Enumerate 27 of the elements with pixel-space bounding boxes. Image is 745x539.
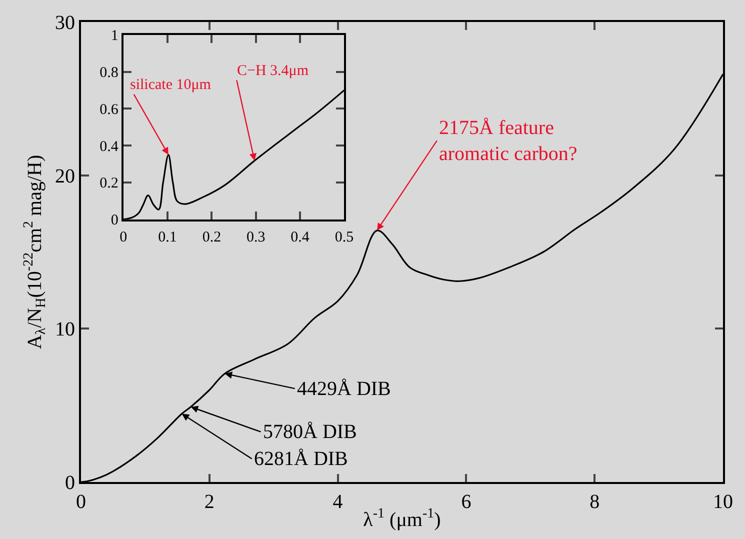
x-tick-label: 0.2	[202, 229, 222, 246]
annotation: 2175Å feature aromatic carbon?	[439, 117, 578, 165]
x-tick-label: 6	[461, 491, 472, 513]
y-tick-label: 0.4	[100, 138, 119, 155]
x-tick-label: 10	[713, 491, 733, 513]
x-tick-label: 8	[590, 491, 600, 513]
x-tick-label: 0.1	[158, 229, 177, 246]
y-tick-label: 30	[55, 12, 75, 34]
y-tick-label: 10	[55, 318, 75, 341]
y-tick-label: 0	[110, 212, 118, 229]
x-tick-label: 0.3	[246, 229, 266, 246]
annotation: 4429Å DIB	[297, 378, 391, 400]
y-tick-label: 0	[65, 472, 75, 494]
annotation: silicate 10μm	[130, 77, 212, 93]
annotation: 6281Å DIB	[254, 448, 348, 470]
x-tick-label: 4	[332, 491, 343, 513]
y-tick-label: 0.6	[100, 102, 119, 118]
y-tick-label: 0.2	[100, 176, 118, 192]
x-tick-label: 0.4	[290, 229, 310, 246]
annotation: 5780Å DIB	[263, 421, 357, 443]
x-axis-title: λ$^{-1}$ (μm$^{-1}$)	[363, 506, 441, 531]
annotation: C−H 3.4μm	[237, 63, 309, 79]
x-tick-label: 2	[204, 491, 214, 513]
y-tick-label: 0.8	[100, 65, 118, 82]
y-tick-label: 1	[110, 28, 118, 44]
y-tick-label: 20	[55, 165, 75, 188]
x-tick-label: 0.5	[334, 229, 354, 246]
